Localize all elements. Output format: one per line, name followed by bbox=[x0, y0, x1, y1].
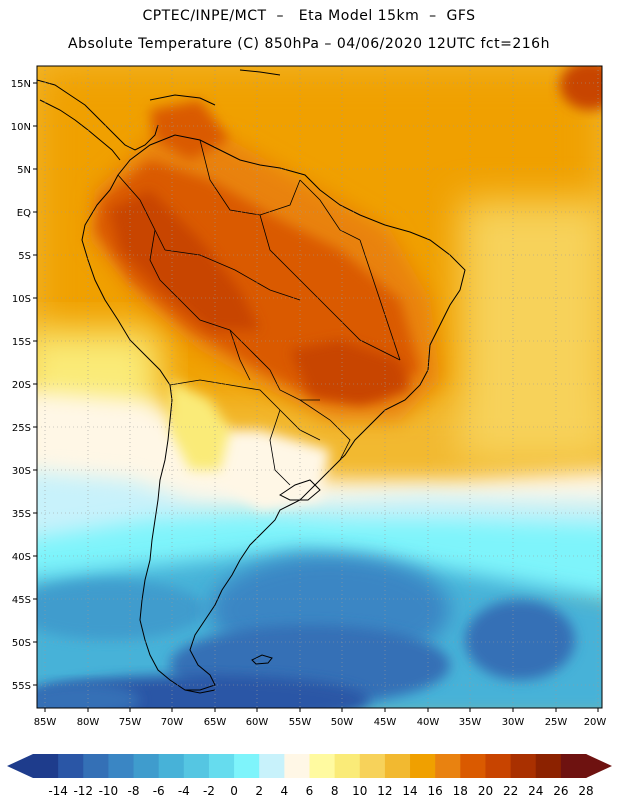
colorbar-high-arrow bbox=[586, 754, 612, 778]
colorbar-low-arrow bbox=[7, 754, 33, 778]
lon-label: 70W bbox=[161, 717, 184, 728]
colorbar-label: -14 bbox=[48, 784, 68, 798]
lon-label: 30W bbox=[502, 717, 525, 728]
colorbar-swatch bbox=[208, 754, 235, 778]
country-borders bbox=[117, 139, 401, 486]
lon-label: 45W bbox=[374, 717, 397, 728]
coastlines bbox=[37, 69, 466, 694]
colorbar-swatch bbox=[259, 754, 285, 778]
colorbar-label: 26 bbox=[553, 784, 568, 798]
colorbar-label: 0 bbox=[230, 784, 238, 798]
colorbar-label: 12 bbox=[377, 784, 392, 798]
colorbar-swatch bbox=[183, 754, 210, 778]
colorbar-label: 10 bbox=[352, 784, 367, 798]
lon-label: 40W bbox=[417, 717, 440, 728]
lat-label: 5S bbox=[18, 251, 31, 262]
axis-ticks bbox=[33, 82, 599, 712]
colorbar-label: -10 bbox=[99, 784, 119, 798]
colorbar-swatch bbox=[410, 754, 436, 778]
lat-label: EQ bbox=[17, 208, 31, 219]
map-frame bbox=[36, 65, 603, 709]
lat-label: 10N bbox=[11, 122, 31, 133]
colorbar-label: -6 bbox=[153, 784, 165, 798]
colorbar-label: 22 bbox=[503, 784, 518, 798]
lon-label: 75W bbox=[119, 717, 142, 728]
colorbar-swatch bbox=[460, 754, 486, 778]
lat-label: 50S bbox=[12, 638, 31, 649]
colorbar-label: 24 bbox=[528, 784, 543, 798]
map-title-line2: Absolute Temperature (C) 850hPa – 04/06/… bbox=[68, 36, 550, 52]
colorbar-swatch bbox=[83, 754, 109, 778]
lat-label: 40S bbox=[12, 552, 31, 563]
colorbar-swatch bbox=[485, 754, 512, 778]
colorbar-swatch bbox=[133, 754, 160, 778]
colorbar-swatch bbox=[334, 754, 361, 778]
lon-label: 55W bbox=[289, 717, 312, 728]
colorbar-label: 14 bbox=[402, 784, 417, 798]
colorbar-swatch bbox=[535, 754, 562, 778]
colorbar-label: 4 bbox=[281, 784, 289, 798]
lon-label: 50W bbox=[331, 717, 354, 728]
falklands-outline bbox=[251, 654, 273, 665]
lat-label: 15N bbox=[11, 79, 31, 90]
lat-label: 30S bbox=[12, 466, 31, 477]
colorbar-label: -2 bbox=[203, 784, 215, 798]
colorbar-label: -12 bbox=[73, 784, 93, 798]
colorbar-label: 2 bbox=[255, 784, 263, 798]
lon-label: 85W bbox=[34, 717, 57, 728]
colorbar-swatch bbox=[510, 754, 537, 778]
colorbar-swatch bbox=[435, 754, 461, 778]
central-america-coastline bbox=[37, 79, 159, 151]
lon-label: 35W bbox=[459, 717, 482, 728]
colorbar-label: 20 bbox=[478, 784, 493, 798]
lon-label: 20W bbox=[584, 717, 607, 728]
colorbar-label: 18 bbox=[453, 784, 468, 798]
colorbar-label: 6 bbox=[306, 784, 314, 798]
lat-label: 55S bbox=[12, 681, 31, 692]
south-america-coastline bbox=[81, 134, 466, 691]
lat-label: 35S bbox=[12, 509, 31, 520]
colorbar-swatch bbox=[33, 754, 59, 778]
lon-label: 65W bbox=[204, 717, 227, 728]
colorbar: -14 -12 -10 -8 -6 -4 -2 0 2 4 6 8 10 12 14 16 18 20 22 24 26… bbox=[7, 754, 612, 798]
colorbar-label: -4 bbox=[178, 784, 190, 798]
lon-label: 80W bbox=[77, 717, 100, 728]
colorbar-swatch bbox=[158, 754, 185, 778]
map-title-line1: CPTEC/INPE/MCT – Eta Model 15km – GFS bbox=[142, 8, 476, 24]
colorbar-swatch bbox=[234, 754, 260, 778]
colorbar-label: 8 bbox=[331, 784, 339, 798]
colorbar-swatch bbox=[384, 754, 411, 778]
lat-label: 45S bbox=[12, 595, 31, 606]
lat-label: 5N bbox=[17, 165, 31, 176]
colorbar-label: -8 bbox=[128, 784, 140, 798]
colorbar-label: 28 bbox=[578, 784, 593, 798]
lat-label: 10S bbox=[12, 294, 31, 305]
lat-label: 20S bbox=[12, 380, 31, 391]
colorbar-swatch bbox=[359, 754, 386, 778]
longitude-labels: 85W 80W 75W 70W 65W 60W 55W 50W 45W 40W … bbox=[34, 717, 607, 728]
colorbar-swatch bbox=[560, 754, 587, 778]
colorbar-swatch bbox=[309, 754, 336, 778]
colorbar-swatch bbox=[58, 754, 84, 778]
latitude-labels: 15N 10N 5N EQ 5S 10S 15S 20S 25S 30S 35S… bbox=[11, 79, 31, 692]
lon-label: 25W bbox=[545, 717, 568, 728]
lon-label: 60W bbox=[246, 717, 269, 728]
temperature-field bbox=[37, 66, 602, 708]
lat-label: 15S bbox=[12, 337, 31, 348]
colorbar-label: 16 bbox=[428, 784, 443, 798]
colorbar-swatch bbox=[284, 754, 310, 778]
colorbar-swatch bbox=[108, 754, 135, 778]
lat-label: 25S bbox=[12, 423, 31, 434]
